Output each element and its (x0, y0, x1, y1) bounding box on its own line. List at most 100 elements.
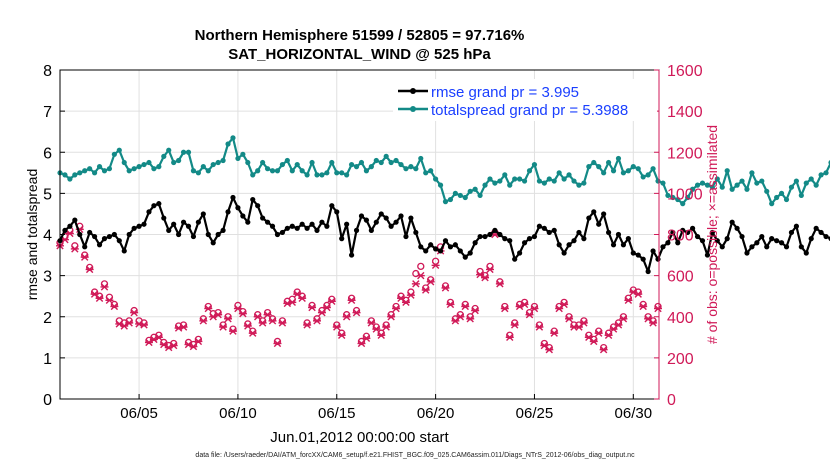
rmse-point (680, 227, 686, 233)
totalspread-point (719, 184, 725, 190)
rmse-point (358, 213, 365, 219)
obs-assimilated-point (619, 315, 628, 323)
rmse-point (502, 236, 508, 242)
obs-assimilated-point (481, 273, 490, 282)
rmse-point (452, 242, 458, 248)
rmse-point (699, 238, 706, 244)
data-file-footer: data file: /Users/raeder/DAI/ATM_forcXX/… (195, 452, 635, 459)
obs-assimilated-point (500, 304, 509, 313)
totalspread-point (630, 164, 636, 170)
rmse-point (541, 225, 547, 231)
totalspread-point (472, 186, 478, 192)
totalspread-point (91, 170, 98, 176)
totalspread-point (368, 164, 374, 170)
totalspread-point (734, 182, 740, 188)
totalspread-point (764, 188, 770, 194)
totalspread-point (793, 178, 799, 184)
totalspread-point (235, 155, 241, 162)
obs-assimilated-point (530, 304, 539, 313)
rmse-point (714, 238, 720, 244)
obs-assimilated-point (594, 329, 603, 337)
obs-assimilated-point (298, 294, 307, 302)
rmse-point (413, 229, 419, 236)
totalspread-point (304, 172, 310, 178)
totalspread-point (319, 172, 325, 178)
rmse-point (180, 219, 187, 225)
totalspread-point (615, 155, 622, 162)
obs-assimilated-point (485, 265, 494, 274)
totalspread-point (778, 190, 785, 196)
totalspread-point (255, 168, 261, 174)
rmse-point (605, 229, 612, 236)
y-tick-label: 0 (43, 392, 52, 409)
totalspread-point (788, 184, 795, 190)
rmse-point (625, 236, 631, 242)
obs-assimilated-point (337, 331, 346, 339)
totalspread-point (161, 153, 167, 159)
y-tick-label: 1 (43, 351, 52, 368)
obs-assimilated-point (604, 331, 613, 339)
obs-assimilated-point (342, 313, 351, 321)
totalspread-point (457, 192, 463, 199)
obs-assimilated-point (520, 300, 529, 309)
obs-assimilated-point (327, 297, 336, 306)
rmse-point (250, 196, 256, 203)
obs-assimilated-point (352, 308, 361, 317)
obs-assimilated-point (456, 313, 465, 321)
obs-assimilated-point (411, 280, 420, 288)
totalspread-point (358, 159, 365, 166)
rmse-point (235, 205, 241, 211)
rmse-point (803, 250, 809, 256)
totalspread-point (96, 164, 103, 170)
rmse-point (62, 227, 68, 233)
obs-assimilated-point (426, 278, 435, 286)
totalspread-point (210, 161, 216, 168)
totalspread-point (813, 182, 819, 188)
obs-assimilated-point (495, 280, 504, 288)
totalspread-point (690, 186, 696, 192)
rmse-point (418, 244, 424, 250)
obs-assimilated-point (125, 319, 134, 327)
obs-assimilated-point (154, 333, 163, 342)
totalspread-point (398, 161, 404, 168)
rmse-point (260, 215, 266, 221)
totalspread-point (215, 159, 221, 166)
chart-title-line-1: Northern Hemisphere 51599 / 52805 = 97.7… (194, 27, 525, 44)
rmse-point (778, 240, 785, 246)
rmse-point (324, 223, 330, 229)
rmse-point (264, 219, 271, 225)
obs-assimilated-point (545, 345, 554, 354)
totalspread-point (260, 159, 266, 166)
rmse-point (190, 233, 197, 240)
y2-tick-label: 1600 (667, 63, 703, 80)
rmse-point (798, 244, 804, 250)
rmse-point (309, 221, 315, 227)
totalspread-point (264, 166, 271, 172)
totalspread-point (423, 170, 429, 176)
obs-assimilated-point (288, 298, 297, 307)
totalspread-point (166, 147, 172, 153)
rmse-point (87, 229, 93, 236)
obs-assimilated-point (253, 313, 262, 321)
rmse-point (101, 236, 108, 242)
obs-assimilated-point (421, 286, 430, 294)
totalspread-point (437, 182, 444, 188)
totalspread-point (596, 164, 602, 170)
rmse-point (195, 219, 201, 225)
x-tick-label: 06/20 (417, 405, 455, 422)
rmse-point (591, 209, 597, 215)
totalspread-point (383, 153, 389, 159)
obs-assimilated-point (273, 339, 282, 348)
obs-assimilated-point (579, 319, 588, 327)
x-axis-label: Jun.01,2012 00:00:00 start (270, 429, 449, 446)
y-tick-label: 8 (43, 63, 52, 80)
totalspread-point (269, 168, 276, 174)
totalspread-point (289, 168, 295, 174)
totalspread-point (576, 182, 582, 188)
rmse-point (77, 231, 83, 238)
totalspread-point (699, 180, 706, 186)
totalspread-point (200, 164, 206, 170)
obs-assimilated-point (312, 317, 321, 325)
totalspread-point (467, 188, 473, 194)
totalspread-point (314, 172, 320, 178)
